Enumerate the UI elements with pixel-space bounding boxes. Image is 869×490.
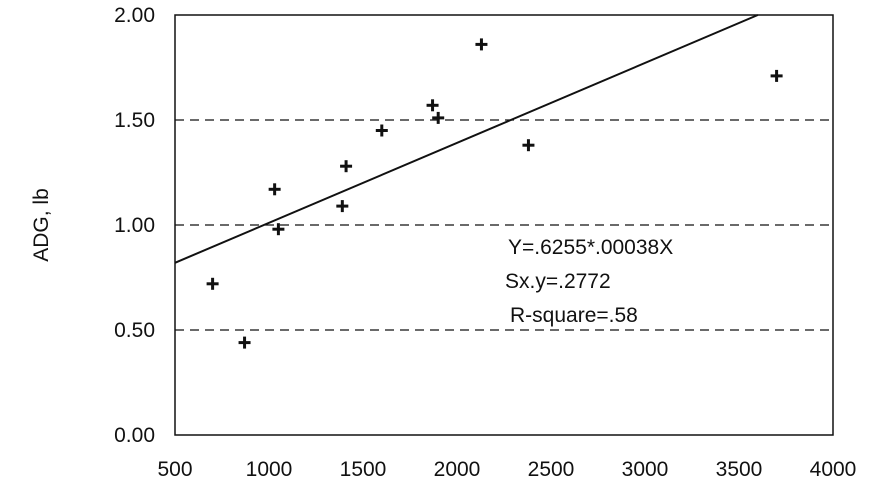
- x-axis-ticks: 500 1000 1500 2000 2500 3000 3500 4000: [157, 458, 856, 481]
- data-point: [432, 111, 445, 124]
- data-points: [206, 38, 783, 349]
- x-tick-label: 500: [157, 458, 192, 481]
- data-point: [475, 38, 488, 51]
- regression-line: [174, 14, 759, 264]
- data-point: [206, 277, 219, 290]
- x-tick-label: 2000: [434, 458, 481, 481]
- x-tick-label: 2500: [528, 458, 575, 481]
- data-point: [268, 183, 281, 196]
- data-point: [272, 223, 285, 236]
- regression-line-group: [174, 14, 759, 264]
- equation-annotation: Y=.6255*.00038X: [508, 236, 673, 259]
- data-point: [336, 200, 349, 213]
- x-tick-label: 4000: [810, 458, 857, 481]
- data-point: [340, 160, 353, 173]
- x-tick-label: 3000: [622, 458, 669, 481]
- x-tick-label: 3500: [716, 458, 763, 481]
- x-tick-label: 1500: [340, 458, 387, 481]
- y-tick-label: 0.50: [114, 319, 155, 342]
- standard-error-annotation: Sx.y=.2772: [505, 270, 611, 293]
- gridlines: [175, 119, 833, 331]
- y-tick-label: 0.00: [114, 424, 155, 447]
- y-tick-label: 1.50: [114, 109, 155, 132]
- data-point: [426, 99, 439, 112]
- data-point: [238, 336, 251, 349]
- data-point: [375, 124, 388, 137]
- y-axis-ticks: 0.00 0.50 1.00 1.50 2.00: [114, 4, 155, 447]
- data-point: [522, 139, 535, 152]
- r-square-annotation: R-square=.58: [510, 304, 638, 327]
- x-tick-label: 1000: [246, 458, 293, 481]
- y-axis-label: ADG, lb: [30, 188, 53, 262]
- y-tick-label: 1.00: [114, 214, 155, 237]
- plot-area-frame: [174, 14, 834, 436]
- data-point: [770, 69, 783, 82]
- y-tick-label: 2.00: [114, 4, 155, 27]
